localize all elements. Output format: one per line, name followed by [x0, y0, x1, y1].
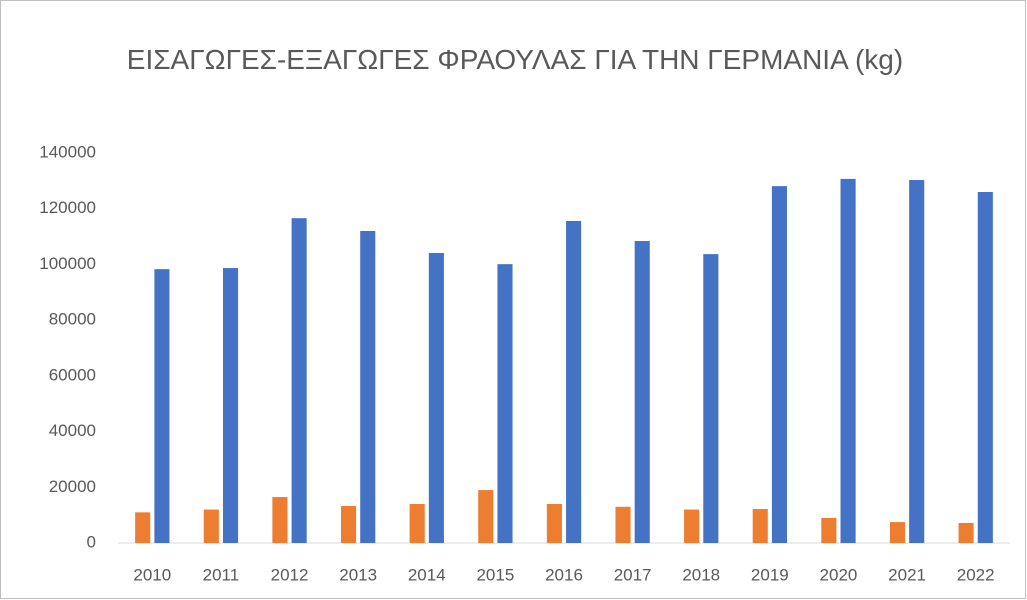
- bar: [428, 253, 444, 543]
- y-tick-label: 0: [87, 532, 96, 551]
- bar: [478, 490, 494, 543]
- x-tick-label: 2011: [203, 565, 240, 584]
- y-tick-label: 120000: [39, 198, 96, 217]
- bar: [203, 509, 219, 543]
- y-tick-label: 100000: [39, 254, 96, 273]
- bar: [771, 186, 787, 543]
- bar: [821, 517, 837, 543]
- bar: [409, 504, 425, 543]
- y-tick-label: 20000: [49, 477, 96, 496]
- bar: [546, 504, 562, 543]
- bar: [977, 192, 993, 543]
- bar: [615, 506, 631, 543]
- bar: [889, 522, 906, 543]
- bar: [958, 522, 974, 543]
- bar: [909, 180, 925, 543]
- x-tick-label: 2022: [957, 565, 995, 584]
- y-tick-label: 60000: [49, 365, 96, 384]
- bar: [360, 231, 376, 543]
- x-tick-label: 2021: [888, 565, 926, 584]
- x-tick-label: 2017: [614, 565, 652, 584]
- bar: [341, 505, 357, 543]
- y-tick-label: 80000: [49, 310, 96, 329]
- x-tick-label: 2010: [133, 565, 171, 584]
- chart-title: ΕΙΣΑΓΩΓΕΣ-ΕΞΑΓΩΓΕΣ ΦΡΑΟΥΛΑΣ ΓΙΑ ΤΗΝ ΓΕΡΜ…: [126, 44, 904, 75]
- x-tick-label: 2020: [820, 565, 858, 584]
- bar: [135, 512, 151, 543]
- bar: [703, 254, 719, 543]
- bar: [497, 264, 513, 543]
- x-tick-label: 2014: [408, 565, 446, 584]
- y-tick-label: 40000: [49, 421, 96, 440]
- bar: [634, 241, 650, 543]
- x-tick-label: 2015: [476, 565, 514, 584]
- bar: [566, 220, 582, 543]
- x-tick-label: 2013: [339, 565, 377, 584]
- bar: [154, 269, 170, 543]
- y-tick-label: 140000: [39, 142, 96, 161]
- bar: [840, 178, 856, 543]
- x-tick-label: 2019: [751, 565, 789, 584]
- bar: [222, 268, 239, 543]
- x-tick-label: 2018: [682, 565, 720, 584]
- bar: [752, 509, 768, 543]
- x-tick-label: 2016: [545, 565, 583, 584]
- bar: [684, 509, 700, 543]
- x-tick-label: 2012: [271, 565, 309, 584]
- bar: [272, 497, 288, 543]
- bar: [291, 218, 307, 543]
